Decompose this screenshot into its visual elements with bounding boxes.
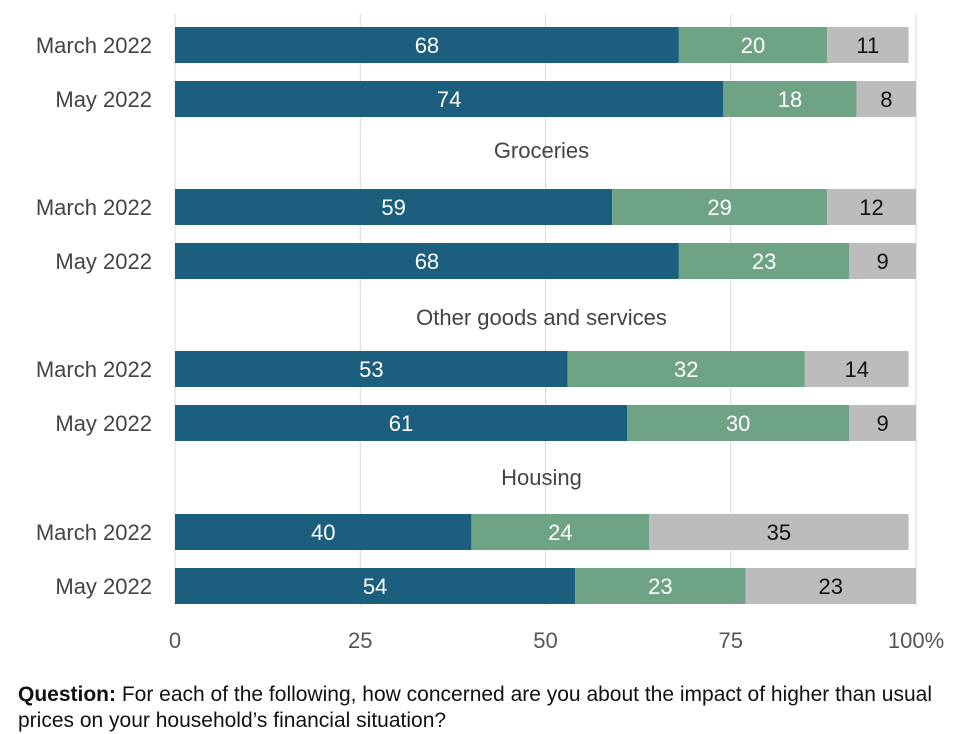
question-label: Question: (18, 683, 116, 706)
row-label: May 2022 (55, 574, 152, 599)
bar-segment (175, 405, 628, 441)
row-label: March 2022 (36, 520, 152, 545)
data-label: 12 (859, 195, 883, 220)
group-title: Gas (521, 0, 561, 1)
data-label: 29 (707, 195, 731, 220)
bar-segment (849, 243, 916, 279)
row-label: March 2022 (36, 195, 152, 220)
row-label: March 2022 (36, 357, 152, 382)
question-note: Question: For each of the following, how… (18, 682, 968, 734)
bar-segment (575, 568, 746, 604)
stacked-bar-chart: Gas March 2022 68 20 11 May 2022 74 18 8 Grocerie… (36, 0, 944, 653)
bar-segment (175, 568, 576, 604)
bar-segment (678, 27, 828, 63)
data-label: 11 (856, 33, 879, 58)
data-label: 53 (359, 357, 383, 382)
group-title: Groceries (494, 138, 589, 163)
x-tick-label: 0 (169, 628, 181, 653)
data-label: 32 (674, 357, 698, 382)
row-label: May 2022 (55, 411, 152, 436)
bar-segment (175, 27, 679, 63)
data-label: 68 (415, 33, 439, 58)
x-tick-label: 25 (348, 628, 372, 653)
bar-segment (175, 189, 613, 225)
data-label: 23 (819, 574, 843, 599)
data-label: 9 (877, 411, 889, 436)
data-label: 40 (311, 520, 335, 545)
bar-segment (849, 405, 916, 441)
data-label: 35 (767, 520, 791, 545)
data-label: 61 (389, 411, 413, 436)
bar-segment (627, 405, 850, 441)
bar-segment (175, 81, 724, 117)
bar-segment (827, 189, 916, 225)
data-label: 54 (363, 574, 387, 599)
bar-segment (612, 189, 828, 225)
data-label: 23 (752, 249, 776, 274)
data-label: 30 (726, 411, 750, 436)
bar-segment (175, 351, 568, 387)
bar-segment (723, 81, 857, 117)
bar-segment (678, 243, 850, 279)
data-label: 20 (741, 33, 765, 58)
bar-segment (471, 514, 650, 550)
bar-segment (649, 514, 909, 550)
row-label: May 2022 (55, 87, 152, 112)
x-tick-label: 50 (533, 628, 557, 653)
data-label: 18 (778, 87, 802, 112)
data-label: 8 (880, 87, 892, 112)
data-label: 59 (381, 195, 405, 220)
data-label: 74 (437, 87, 461, 112)
data-label: 68 (415, 249, 439, 274)
bar-segment (175, 243, 679, 279)
x-tick-label: 75 (719, 628, 743, 653)
group-title: Other goods and services (416, 305, 667, 330)
data-label: 24 (548, 520, 572, 545)
x-tick-label: 100% (888, 628, 944, 653)
bar-segment (567, 351, 805, 387)
row-label: March 2022 (36, 33, 152, 58)
question-text: For each of the following, how concerned… (18, 683, 933, 732)
data-label: 14 (844, 357, 868, 382)
bar-segment (856, 81, 916, 117)
bar-segment (827, 27, 909, 63)
bar-segment (745, 568, 916, 604)
row-label: May 2022 (55, 249, 152, 274)
data-label: 9 (877, 249, 889, 274)
group-title: Housing (501, 465, 582, 490)
data-label: 23 (648, 574, 672, 599)
bar-segment (804, 351, 909, 387)
bar-segment (175, 514, 472, 550)
